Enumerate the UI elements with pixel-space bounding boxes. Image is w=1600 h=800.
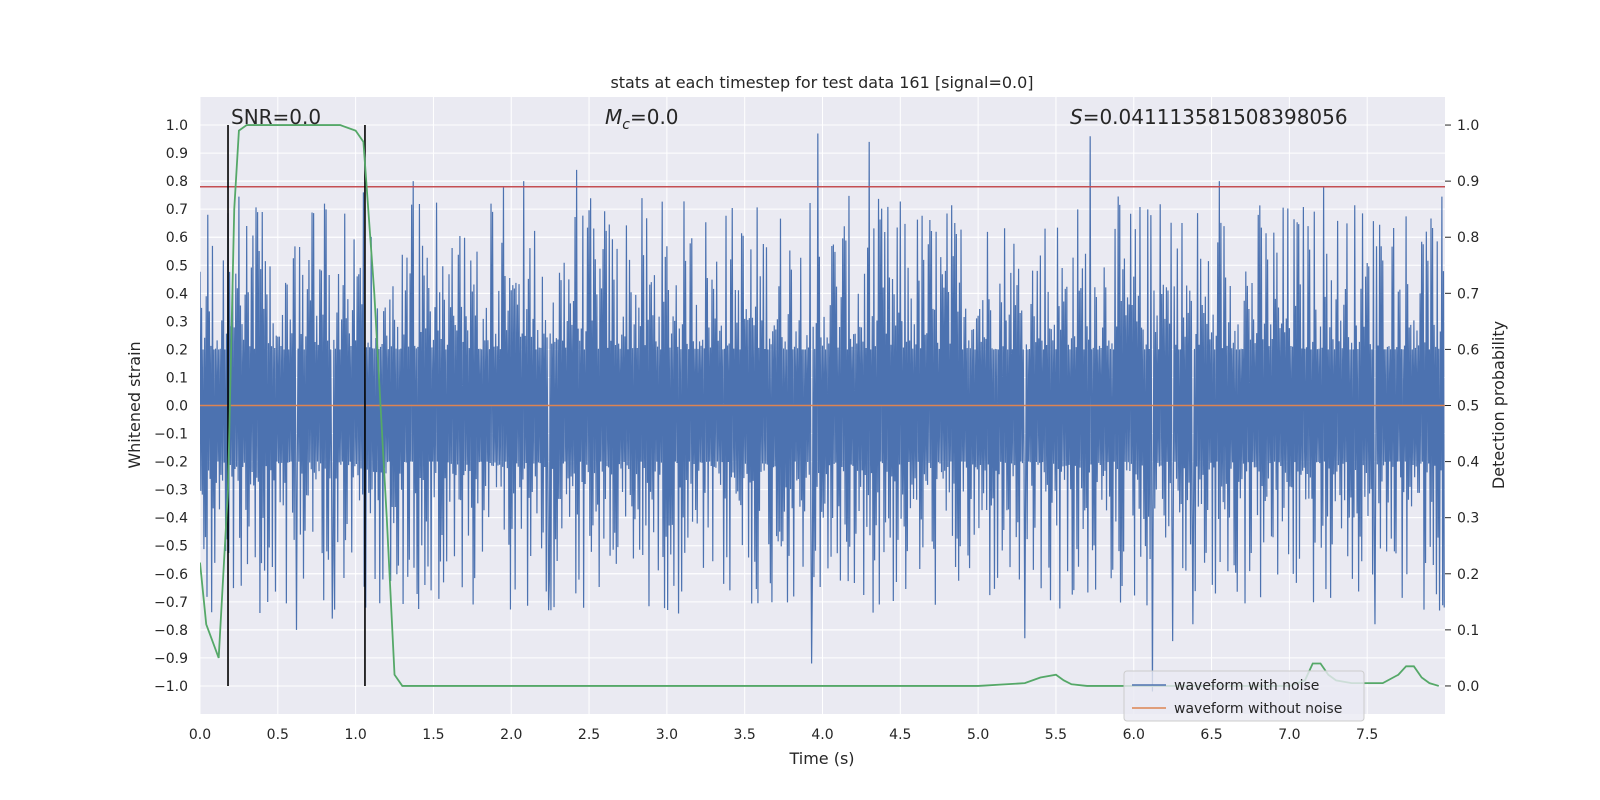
y-right-tick-label: 1.0 [1457,118,1479,134]
y-tick-label: 0.2 [166,342,188,358]
x-tick-label: 0.0 [189,727,211,743]
x-tick-label: 3.5 [734,727,756,743]
y-right-tick-label: 0.1 [1457,623,1479,639]
y-tick-label: 0.5 [166,258,188,274]
s-value: =0.041113581508398056 [1083,105,1348,129]
y-right-tick-label: 0.9 [1457,174,1479,190]
x-tick-label: 6.0 [1123,727,1145,743]
y-right-tick-label: 0.6 [1457,342,1479,358]
y-right-tick-label: 0.0 [1457,679,1479,695]
x-tick-label: 6.5 [1200,727,1222,743]
y-tick-label: 0.1 [166,370,188,386]
y-right-tick-label: 0.7 [1457,286,1479,302]
y-tick-label: −0.6 [154,567,188,583]
x-tick-label: 0.5 [267,727,289,743]
y-tick-label: −0.3 [154,483,188,499]
chart-title: stats at each timestep for test data 161… [610,73,1033,92]
x-tick-label: 5.0 [967,727,989,743]
chirp-mass-value: =0.0 [630,105,679,129]
chirp-mass-subscript: c [622,117,630,133]
x-axis-label: Time (s) [788,749,854,768]
y-right-axis-ticks: 1.0 0.9 0.8 0.7 0.6 0.5 0.4 0.3 0.2 0.1 0.0 [1445,118,1479,695]
y-right-tick-label: 0.5 [1457,399,1479,415]
chirp-mass-symbol: M [605,105,622,129]
x-tick-label: 2.5 [578,727,600,743]
y-axis-ticks: 1.0 0.9 0.8 0.7 0.6 0.5 0.4 0.3 0.2 0.1 0.0 −0.1 −0.… [154,118,188,695]
s-symbol: S [1070,105,1083,129]
x-tick-label: 4.5 [889,727,911,743]
y-tick-label: 0.0 [166,399,188,415]
legend: waveform with noise waveform without noi… [1123,670,1365,722]
y-tick-label: 1.0 [166,118,188,134]
y-right-tick-label: 0.4 [1457,455,1479,471]
y-tick-label: −0.4 [154,511,188,527]
x-tick-label: 1.5 [422,727,444,743]
y-tick-label: −0.1 [154,427,188,443]
y-tick-label: −0.8 [154,623,188,639]
legend-label-clean: waveform without noise [1174,701,1342,717]
y-tick-label: −0.9 [154,651,188,667]
x-tick-label: 7.5 [1356,727,1378,743]
s-annotation: S=0.041113581508398056 [1070,105,1348,129]
y-tick-label: −0.5 [154,539,188,555]
y-tick-label: 0.3 [166,314,188,330]
chirp-mass-annotation: Mc=0.0 [605,105,679,133]
y-right-tick-label: 0.8 [1457,230,1479,246]
legend-box [1123,670,1365,722]
x-axis-ticks: 0.0 0.5 1.0 1.5 2.0 2.5 3.0 3.5 4.0 4.5 5.0 5.5 6.0 6… [189,727,1378,743]
y-right-axis-label: Detection probability [1489,321,1508,489]
y-right-tick-label: 0.2 [1457,567,1479,583]
snr-annotation: SNR=0.0 [231,105,321,129]
y-tick-label: −0.2 [154,455,188,471]
series-waveform-with-noise [200,133,1445,692]
x-tick-label: 7.0 [1278,727,1300,743]
y-right-tick-label: 0.3 [1457,511,1479,527]
y-tick-label: −0.7 [154,595,188,611]
x-tick-label: 5.5 [1045,727,1067,743]
y-tick-label: 0.4 [166,286,188,302]
x-tick-label: 1.0 [344,727,366,743]
y-tick-label: 0.7 [166,202,188,218]
y-tick-label: −1.0 [154,679,188,695]
x-tick-label: 2.0 [500,727,522,743]
y-tick-label: 0.9 [166,146,188,162]
y-axis-label: Whitened strain [125,341,144,468]
y-tick-label: 0.8 [166,174,188,190]
y-tick-label: 0.6 [166,230,188,246]
legend-label-noise: waveform with noise [1174,678,1319,694]
x-tick-label: 3.0 [656,727,678,743]
x-tick-label: 4.0 [811,727,833,743]
